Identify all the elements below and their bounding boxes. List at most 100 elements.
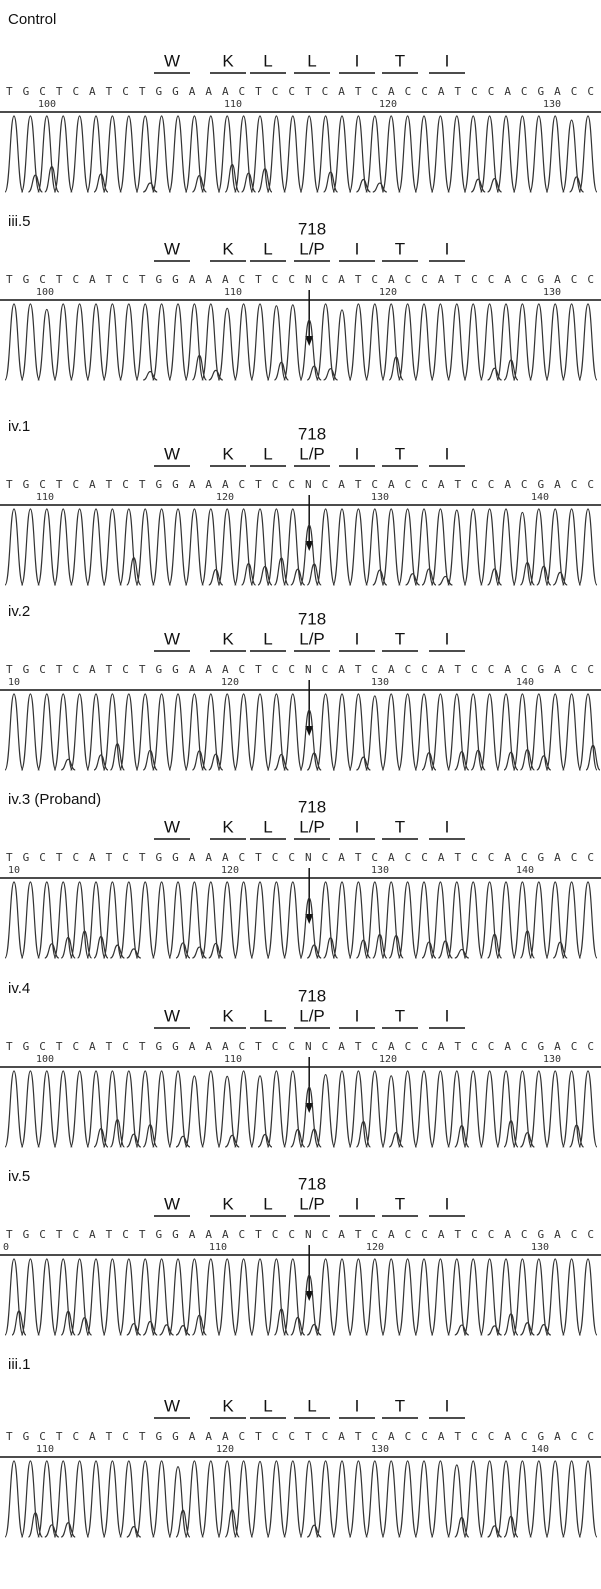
residue: L [263,1194,272,1213]
panel-label: iii.1 [8,1356,31,1373]
figure: Control W K L L I T I TGCTCATCTGGAAACTCCTCATCACC… [0,0,601,1589]
position-number: 140 [516,865,534,876]
panel-label: iii.5 [8,213,31,230]
residue: L/P [299,817,325,836]
position-number: 120 [379,1054,397,1065]
residue: T [395,629,405,648]
position-number: 130 [543,99,561,110]
position-number: 140 [531,1444,549,1455]
position-number: 110 [36,492,54,503]
position-number: 130 [371,492,389,503]
base-sequence: TGCTCATCTGGAAACTCCNCATCACCATCCACGACC [6,851,594,864]
residue: K [222,239,234,258]
position-number: 100 [36,287,54,298]
position-marker: 718 [298,609,326,628]
position-number: 130 [543,287,561,298]
panel-label: iv.4 [8,980,30,997]
panel: iii.1 W K L L I T I TGCTCATCTGGAAACTCCTCATCACCAT… [0,1356,601,1537]
base-sequence: TGCTCATCTGGAAACTCCNCATCACCATCCACGACC [6,478,594,491]
residue: L [263,1396,272,1415]
residue: K [222,1194,234,1213]
position-number: 120 [221,677,239,688]
position-number: 10 [8,865,20,876]
residue: I [445,817,450,836]
position-number: 120 [366,1242,384,1253]
residue: L/P [299,629,325,648]
residue: W [164,1194,180,1213]
residue: W [164,239,180,258]
position-number: 140 [516,677,534,688]
residue: W [164,51,180,70]
residue: L [307,51,316,70]
chromatogram-trace [5,1461,597,1537]
residue: K [222,629,234,648]
residue: I [355,817,360,836]
position-number: 0 [3,1242,9,1253]
residue: K [222,1006,234,1025]
panel-label: iv.1 [8,418,30,435]
base-sequence: TGCTCATCTGGAAACTCCTCATCACCATCCACGACC [6,1430,594,1443]
position-number: 120 [221,865,239,876]
residue: I [355,444,360,463]
residue: I [445,1396,450,1415]
residue: I [445,629,450,648]
residue: K [222,817,234,836]
chromatogram-trace [5,304,597,380]
panel: iv.2718WKLL/PITITGCTCATCTGGAAACTCCNCATCA… [0,603,601,770]
position-number: 130 [371,865,389,876]
base-sequence: TGCTCATCTGGAAACTCCNCATCACCATCCACGACC [6,1040,594,1053]
residue: T [395,444,405,463]
residue: L [263,51,272,70]
residue: K [222,444,234,463]
base-sequence: TGCTCATCTGGAAACTCCNCATCACCATCCACGACC [6,663,594,676]
residue: T [395,239,405,258]
base-sequence: TGCTCATCTGGAAACTCCNCATCACCATCCACGACC [6,273,594,286]
residue: T [395,1006,405,1025]
residue: T [395,1396,405,1415]
residue: L [263,239,272,258]
position-number: 110 [36,1444,54,1455]
base-sequence: TGCTCATCTGGAAACTCCNCATCACCATCCACGACC [6,1228,594,1241]
position-marker: 718 [298,986,326,1005]
position-number: 120 [216,1444,234,1455]
residue: I [355,1194,360,1213]
position-number: 120 [379,287,397,298]
residue: L [307,1396,316,1415]
residue: L [263,817,272,836]
residue: I [355,1396,360,1415]
residue: W [164,817,180,836]
residue: I [355,239,360,258]
residue: W [164,1396,180,1415]
position-number: 10 [8,677,20,688]
residue: K [222,51,234,70]
residue: K [222,1396,234,1415]
residue: L/P [299,239,325,258]
position-number: 130 [543,1054,561,1065]
position-number: 140 [531,492,549,503]
residue: T [395,1194,405,1213]
residue: I [445,1194,450,1213]
chromatogram-trace [5,1071,597,1147]
position-number: 130 [531,1242,549,1253]
panel-label: iv.2 [8,603,30,620]
residue: L/P [299,1006,325,1025]
base-sequence: TGCTCATCTGGAAACTCCTCATCACCATCCACGACC [6,85,594,98]
residue: L/P [299,1194,325,1213]
position-number: 120 [216,492,234,503]
residue: I [355,1006,360,1025]
position-number: 130 [371,1444,389,1455]
panel-label: iv.3 (Proband) [8,791,101,808]
residue: I [445,444,450,463]
residue: I [445,1006,450,1025]
position-number: 100 [38,99,56,110]
panel-label: iv.5 [8,1168,30,1185]
residue: I [355,629,360,648]
panel-label: Control [8,11,56,28]
position-number: 110 [224,287,242,298]
position-number: 120 [379,99,397,110]
